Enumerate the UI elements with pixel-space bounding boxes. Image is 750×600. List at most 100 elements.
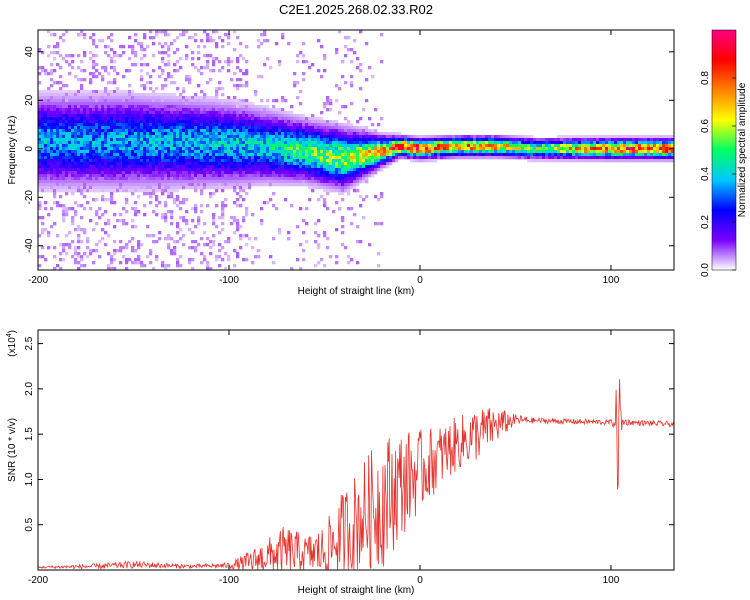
spectrogram-cell [317,186,321,190]
spectrogram-cell [332,186,336,190]
spectrogram-cell [512,150,516,154]
spectrogram-cell [98,150,102,154]
spectrogram-cell [77,183,81,187]
spectrogram-cell [158,162,162,166]
spectrogram-cell [137,132,141,136]
spectrogram-cell [203,117,207,121]
spectrogram-cell [59,87,63,91]
spectrogram-cell [209,192,213,196]
spectrogram-cell [227,183,231,187]
spectrogram-cell [41,156,45,160]
spectrogram-cell [173,111,177,115]
spectrogram-cell [107,105,111,109]
spectrogram-cell [209,138,213,142]
spectrogram-cell [251,174,255,178]
spectrogram-cell [305,162,309,166]
spectrogram-cell [161,69,165,73]
spectrogram-cell [209,141,213,145]
spectrogram-cell [95,159,99,163]
spectrogram-cell [236,132,240,136]
spectrogram-cell [362,108,366,112]
spectrogram-cell [335,168,339,172]
spectrogram-cell [95,93,99,97]
spectrogram-cell [185,141,189,145]
spectrogram-cell [131,117,135,121]
spectrogram-cell [545,153,549,157]
spectrogram-cell [284,141,288,145]
spectrogram-cell [290,174,294,178]
spectrogram-cell [596,153,600,157]
spectrogram-cell [161,162,165,166]
spectrogram-cell [251,111,255,115]
spectrogram-cell [95,180,99,184]
spectrogram-cell [545,138,549,142]
spectrogram-cell [440,153,444,157]
spectrogram-cell [254,174,258,178]
spectrogram-cell [56,99,60,103]
spectrogram-cell [383,162,387,166]
spectrogram-cell [191,111,195,115]
spectrogram-cell [386,159,390,163]
spectrogram-cell [167,195,171,199]
spectrogram-cell [149,156,153,160]
spectrogram-cell [236,141,240,145]
spectrogram-cell [128,69,132,73]
spectrogram-cell [83,162,87,166]
spectrogram-cell [368,66,372,70]
spectrogram-cell [218,126,222,130]
spectrogram-cell [206,117,210,121]
spectrogram-cell [140,69,144,73]
spectrogram-cell [71,108,75,112]
spectrogram-cell [323,201,327,205]
spectrogram-cell [170,216,174,220]
spectrogram-cell [491,135,495,139]
spectrogram-cell [110,255,114,259]
spectrogram-cell [197,243,201,247]
spectrogram-cell [320,186,324,190]
spectrogram-cell [74,153,78,157]
spectrogram-cell [44,165,48,169]
spectrogram-cell [110,111,114,115]
spectrogram-cell [260,159,264,163]
spectrogram-cell [143,63,147,67]
spectrogram-cell [95,126,99,130]
spectrogram-cell [146,129,150,133]
spectrogram-cell [218,135,222,139]
spectrogram-cell [569,138,573,142]
spectrogram-cell [353,213,357,217]
spectrogram-cell [476,150,480,154]
spectrogram-cell [38,168,42,172]
spectrogram-cell [233,180,237,184]
spectrogram-cell [287,168,291,172]
spectrogram-cell [41,111,45,115]
spectrogram-cell [254,132,258,136]
spectrogram-cell [383,135,387,139]
spectrogram-cell [311,63,315,67]
spectrogram-cell [98,156,102,160]
spectrogram-cell [53,132,57,136]
spectrogram-cell [512,138,516,142]
spectrogram-cell [62,246,66,250]
spectrogram-cell [269,108,273,112]
spectrogram-cell [383,165,387,169]
spectrogram-cell [182,198,186,202]
spectrogram-cell [323,135,327,139]
spectrogram-cell [434,147,438,151]
spectrogram-cell [71,165,75,169]
spectrogram-cell [65,174,69,178]
spectrogram-cell [209,39,213,43]
spectrogram-cell [260,177,264,181]
spectrogram-cell [170,222,174,226]
spectrogram-cell [230,147,234,151]
spectrogram-cell [347,261,351,265]
spectrogram-cell [140,165,144,169]
spectrogram-cell [107,141,111,145]
spectrogram-cell [248,168,252,172]
spectrogram-cell [416,135,420,139]
spectrogram-cell [302,156,306,160]
spectrogram-cell [146,225,150,229]
spectrogram-cell [149,105,153,109]
spectrogram-cell [278,147,282,151]
spectrogram-cell [257,114,261,118]
spectrogram-cell [248,102,252,106]
